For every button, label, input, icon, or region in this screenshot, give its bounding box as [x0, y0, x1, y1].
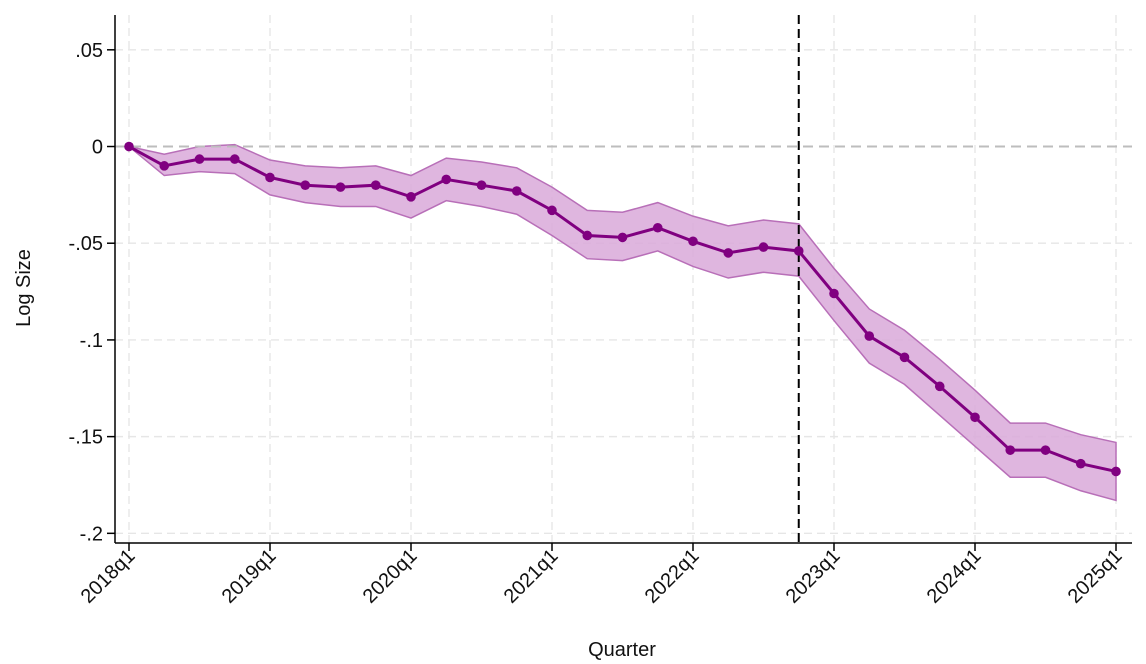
y-tick-label: -.05 [69, 233, 103, 255]
x-tick-label: 2022q1 [641, 545, 704, 608]
x-axis-title: Quarter [588, 639, 656, 661]
data-point [335, 182, 346, 192]
x-tick-label: 2024q1 [923, 545, 986, 608]
y-tick-label: -.15 [69, 427, 103, 449]
data-point [406, 192, 416, 202]
data-point [758, 242, 769, 252]
data-point [723, 248, 734, 258]
reference-lines [115, 15, 1132, 543]
y-tick-label: .05 [75, 40, 103, 62]
data-point [441, 174, 452, 185]
data-point [899, 352, 910, 363]
data-point [265, 172, 275, 183]
data-point [1005, 445, 1016, 455]
confidence-band [128, 143, 1117, 502]
axes [107, 15, 1132, 551]
x-tick-label: 2020q1 [359, 545, 422, 608]
data-point [159, 161, 170, 171]
x-tick-label: 2018q1 [77, 545, 140, 608]
data-point [124, 141, 134, 152]
y-tick-label: 0 [92, 137, 103, 159]
data-point [970, 412, 980, 423]
data-point [617, 232, 628, 243]
x-tick-label: 2023q1 [782, 545, 845, 608]
data-point [1075, 458, 1086, 469]
data-point [793, 246, 804, 256]
data-point [652, 222, 663, 233]
data-point [582, 230, 593, 241]
data-point [864, 331, 875, 341]
data-point [934, 381, 945, 392]
data-point [829, 288, 839, 299]
data-point [194, 154, 205, 164]
x-tick-label: 2021q1 [500, 545, 563, 608]
data-point [547, 205, 557, 216]
x-tick-label: 2025q1 [1064, 545, 1127, 608]
data-point [370, 180, 381, 190]
grid-lines [115, 15, 1132, 543]
data-point [1040, 445, 1051, 455]
series-layer [124, 141, 1121, 477]
confidence-band-layer [128, 143, 1117, 502]
data-point [300, 180, 311, 190]
data-point [476, 180, 487, 190]
y-axis-title: Log Size [13, 249, 35, 327]
x-tick-label: 2019q1 [218, 545, 281, 608]
data-point [229, 154, 240, 164]
y-tick-label: -.1 [80, 330, 103, 352]
data-point [511, 186, 522, 196]
y-tick-label: -.2 [80, 523, 103, 545]
data-point [688, 236, 698, 247]
data-point [1111, 466, 1121, 477]
